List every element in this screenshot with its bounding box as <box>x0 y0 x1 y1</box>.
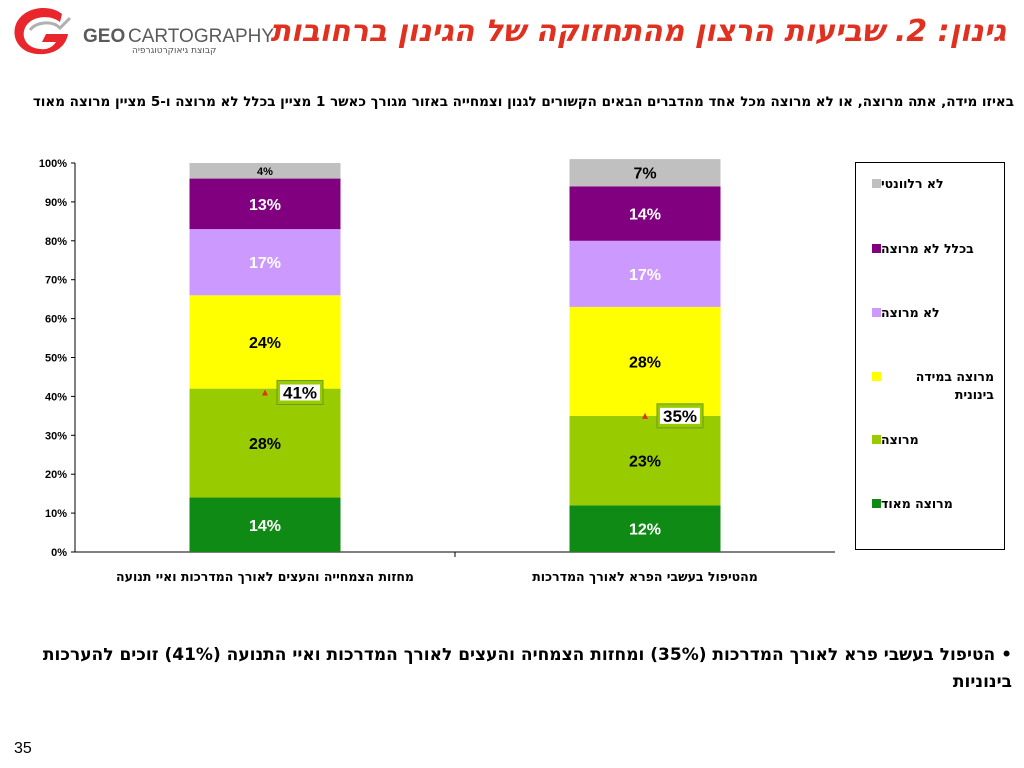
bar-segment <box>569 159 721 187</box>
bar-value-label: 24% <box>249 335 281 352</box>
bar-segment <box>569 415 721 506</box>
bar-value-label: 28% <box>629 354 661 371</box>
page-number: 35 <box>14 740 32 757</box>
legend-swatch <box>872 499 881 508</box>
annotation-marker <box>642 412 648 419</box>
y-tick-label: 100% <box>39 158 67 170</box>
geocartography-logo: GEO CARTOGRAPHY קבוצת גיאוקרטוגרפיה <box>10 4 274 62</box>
bar-value-label: 14% <box>629 207 661 224</box>
bar-segment <box>569 505 721 552</box>
legend-swatch <box>872 244 881 253</box>
y-tick-label: 30% <box>45 430 67 442</box>
legend-label: מרוצה <box>881 432 919 447</box>
bar-value-label: 17% <box>629 267 661 284</box>
bar-segment <box>189 497 341 552</box>
bar-value-label: 12% <box>629 522 661 539</box>
y-tick-label: 20% <box>45 469 67 481</box>
bar-value-label: 28% <box>249 436 281 453</box>
bar-segment <box>189 229 341 296</box>
bar-segment <box>569 306 721 416</box>
legend-item: מרוצה במידה בינונית <box>866 368 994 404</box>
bar-segment <box>189 178 341 230</box>
legend-swatch <box>872 372 881 381</box>
legend-label: לא רלוונטי <box>881 176 944 191</box>
summary-bullet: • הטיפול בעשבי פרא לאורך המדרכות (35%) ו… <box>42 645 1012 692</box>
legend-swatch <box>872 435 881 444</box>
y-tick-label: 90% <box>45 197 67 209</box>
y-tick-label: 0% <box>51 547 67 559</box>
legend-item: מרוצה <box>866 431 994 449</box>
legend-label: מרוצה במידה בינונית <box>915 369 994 402</box>
legend-label: בכלל לא מרוצה <box>881 241 974 256</box>
legend-swatch <box>872 179 881 188</box>
bar-value-label: 13% <box>249 197 281 214</box>
stacked-bar-chart: 0% 10% 20% 30% 40% 50% 60% 70% 80% 90% 100% 14% 28% 2… <box>39 158 835 584</box>
bar-value-label: 17% <box>249 255 281 272</box>
y-tick-label: 80% <box>45 236 67 248</box>
legend-label: מרוצה מאוד <box>881 496 953 511</box>
logo-subtitle: קבוצת גיאוקרטוגרפיה <box>132 46 217 56</box>
logo-g-icon <box>14 8 72 55</box>
legend-swatch <box>872 308 881 317</box>
legend-item: לא רלוונטי <box>866 175 994 193</box>
bar-value-label: 4% <box>257 166 273 178</box>
legend-item: בכלל לא מרוצה <box>866 240 994 258</box>
bar-value-label: 7% <box>633 166 656 183</box>
annotation-label: 35% <box>663 407 697 426</box>
logo-geo-text: GEO <box>83 26 126 47</box>
bar-value-label: 23% <box>629 454 661 471</box>
page-title: גינון: 2. שביעות הרצון מהתחזוקה של הגינו… <box>270 14 1006 49</box>
legend-label: לא מרוצה <box>881 305 940 320</box>
annotation-marker <box>262 389 268 396</box>
annotation-box-inner <box>280 384 320 401</box>
annotation-label: 41% <box>283 384 317 403</box>
y-tick-label: 40% <box>45 391 67 403</box>
bar-segment <box>189 388 341 498</box>
bar-segment <box>569 240 721 307</box>
bar-value-label: 14% <box>249 518 281 535</box>
bar-segment <box>189 295 341 389</box>
logo-carto-text: CARTOGRAPHY <box>128 26 275 47</box>
y-tick-label: 10% <box>45 508 67 520</box>
y-tick-label: 70% <box>45 275 67 287</box>
bar-segment <box>569 186 721 241</box>
bar-segment <box>189 163 341 179</box>
x-category-label: מחזות הצמחייה והעצים לאורך המדרכות ואיי … <box>116 569 414 584</box>
chart-legend: לא רלוונטי בכלל לא מרוצה לא מרוצה מרוצה במי… <box>855 162 1005 550</box>
survey-question: באיזו מידה, אתה מרוצה, או לא מרוצה מכל א… <box>32 94 1014 110</box>
y-tick-label: 50% <box>45 353 67 365</box>
y-tick-label: 60% <box>45 314 67 326</box>
legend-item: לא מרוצה <box>866 304 994 322</box>
annotation-box-inner <box>660 407 700 424</box>
legend-item: מרוצה מאוד <box>866 495 994 513</box>
x-category-label: מהטיפול בעשבי הפרא לאורך המדרכות <box>532 569 758 584</box>
